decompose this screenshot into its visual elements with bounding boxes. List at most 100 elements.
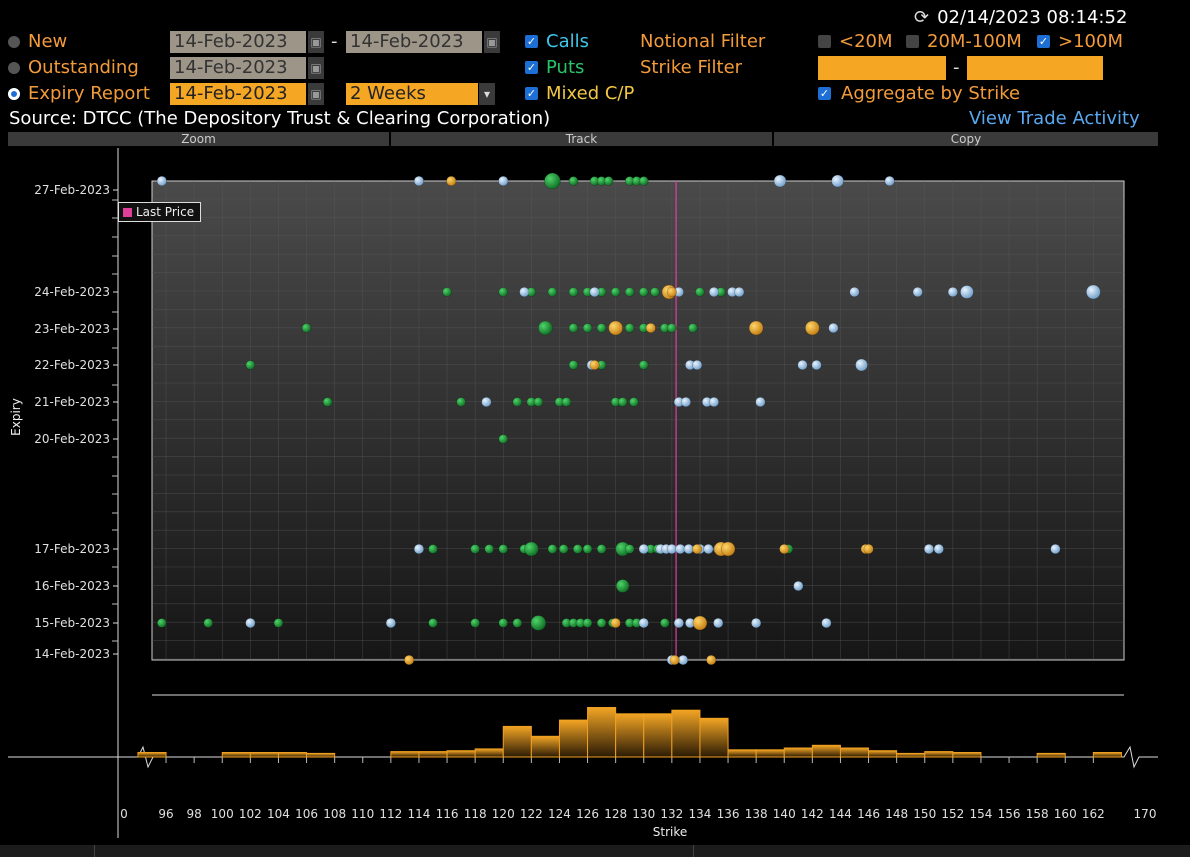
- put-point[interactable]: [773, 174, 787, 188]
- put-point[interactable]: [413, 175, 425, 187]
- put-point[interactable]: [713, 617, 724, 629]
- put-point[interactable]: [413, 543, 425, 555]
- report-type-outstanding[interactable]: Outstanding: [8, 57, 139, 78]
- calendar-icon[interactable]: ▣: [308, 31, 324, 53]
- put-point[interactable]: [638, 543, 649, 555]
- put-point[interactable]: [933, 543, 944, 555]
- call-point[interactable]: [547, 287, 558, 297]
- mixed-point[interactable]: [805, 320, 820, 336]
- puts-checkbox-row[interactable]: ✓ Puts: [525, 57, 584, 78]
- outstanding-date[interactable]: 14-Feb-2023: [170, 57, 306, 79]
- call-point[interactable]: [498, 434, 508, 444]
- call-point[interactable]: [610, 287, 621, 297]
- put-point[interactable]: [156, 175, 167, 187]
- calendar-icon[interactable]: ▣: [484, 31, 500, 53]
- mixed-checkbox-row[interactable]: ✓ Mixed C/P: [525, 83, 634, 104]
- checkbox-mixed[interactable]: ✓: [525, 87, 538, 100]
- mixed-point[interactable]: [720, 541, 736, 557]
- call-point[interactable]: [456, 397, 466, 407]
- put-point[interactable]: [811, 359, 822, 371]
- call-point[interactable]: [667, 323, 677, 333]
- call-point[interactable]: [695, 287, 705, 297]
- period-select[interactable]: 2 Weeks: [346, 83, 478, 105]
- view-trade-activity-link[interactable]: View Trade Activity: [969, 108, 1140, 129]
- put-point[interactable]: [708, 396, 720, 408]
- call-point[interactable]: [582, 323, 593, 333]
- call-point[interactable]: [512, 618, 523, 628]
- call-point[interactable]: [603, 176, 614, 186]
- put-point[interactable]: [912, 286, 923, 298]
- call-point[interactable]: [639, 287, 649, 297]
- call-point[interactable]: [582, 544, 593, 554]
- mixed-point[interactable]: [779, 543, 790, 555]
- notional-gt100-row[interactable]: ✓ >100M: [1037, 31, 1123, 52]
- put-point[interactable]: [884, 175, 895, 187]
- calendar-icon[interactable]: ▣: [308, 83, 324, 105]
- put-point[interactable]: [666, 543, 677, 555]
- radio-expiry[interactable]: [8, 87, 20, 100]
- mixed-point[interactable]: [669, 654, 680, 666]
- call-point[interactable]: [428, 544, 438, 554]
- call-point[interactable]: [538, 320, 553, 336]
- call-point[interactable]: [470, 618, 480, 628]
- put-point[interactable]: [923, 543, 935, 555]
- report-type-new[interactable]: New: [8, 31, 67, 52]
- mixed-point[interactable]: [404, 654, 415, 666]
- call-point[interactable]: [498, 618, 508, 628]
- call-point[interactable]: [624, 323, 635, 333]
- call-point[interactable]: [596, 323, 607, 333]
- mixed-point[interactable]: [446, 175, 457, 187]
- copy-button[interactable]: Copy: [774, 132, 1158, 146]
- call-point[interactable]: [596, 544, 607, 554]
- strike-min-input[interactable]: [818, 56, 946, 80]
- zoom-button[interactable]: Zoom: [8, 132, 389, 146]
- call-point[interactable]: [484, 544, 494, 554]
- radio-outstanding[interactable]: [8, 61, 20, 74]
- call-point[interactable]: [650, 287, 660, 297]
- put-point[interactable]: [678, 654, 689, 666]
- call-point[interactable]: [530, 615, 547, 631]
- put-point[interactable]: [385, 617, 396, 629]
- call-point[interactable]: [470, 544, 480, 554]
- call-point[interactable]: [203, 618, 213, 628]
- call-point[interactable]: [561, 397, 572, 407]
- put-point[interactable]: [589, 286, 600, 298]
- put-point[interactable]: [638, 617, 649, 629]
- put-point[interactable]: [498, 175, 509, 187]
- chevron-down-icon[interactable]: ▾: [479, 83, 495, 105]
- put-point[interactable]: [751, 617, 762, 629]
- call-point[interactable]: [558, 544, 569, 554]
- put-point[interactable]: [947, 286, 958, 298]
- checkbox-calls[interactable]: ✓: [525, 35, 538, 48]
- put-point[interactable]: [708, 286, 720, 298]
- put-point[interactable]: [960, 285, 974, 299]
- call-point[interactable]: [512, 397, 523, 407]
- mixed-point[interactable]: [692, 615, 708, 631]
- refresh-icon[interactable]: ⟳: [914, 6, 930, 28]
- call-point[interactable]: [428, 618, 438, 628]
- call-point[interactable]: [639, 176, 649, 186]
- call-point[interactable]: [615, 579, 630, 593]
- report-type-expiry[interactable]: Expiry Report: [8, 83, 150, 104]
- mixed-point[interactable]: [706, 654, 717, 666]
- put-point[interactable]: [755, 396, 766, 408]
- call-point[interactable]: [568, 323, 579, 333]
- mixed-point[interactable]: [666, 286, 677, 298]
- mixed-point[interactable]: [645, 322, 656, 334]
- calendar-icon[interactable]: ▣: [308, 57, 324, 79]
- mixed-point[interactable]: [589, 359, 600, 371]
- notional-lt20-row[interactable]: <20M: [818, 31, 893, 52]
- mixed-point[interactable]: [608, 320, 623, 336]
- call-point[interactable]: [524, 541, 539, 557]
- put-point[interactable]: [849, 286, 860, 298]
- call-point[interactable]: [301, 323, 312, 333]
- put-point[interactable]: [675, 543, 686, 555]
- call-point[interactable]: [572, 544, 583, 554]
- call-point[interactable]: [544, 172, 561, 190]
- put-point[interactable]: [855, 358, 868, 372]
- aggregate-row[interactable]: ✓ Aggregate by Strike: [818, 83, 1020, 104]
- radio-new[interactable]: [8, 35, 20, 48]
- checkbox-20m-100m[interactable]: [906, 35, 919, 48]
- expiry-date[interactable]: 14-Feb-2023: [170, 83, 306, 105]
